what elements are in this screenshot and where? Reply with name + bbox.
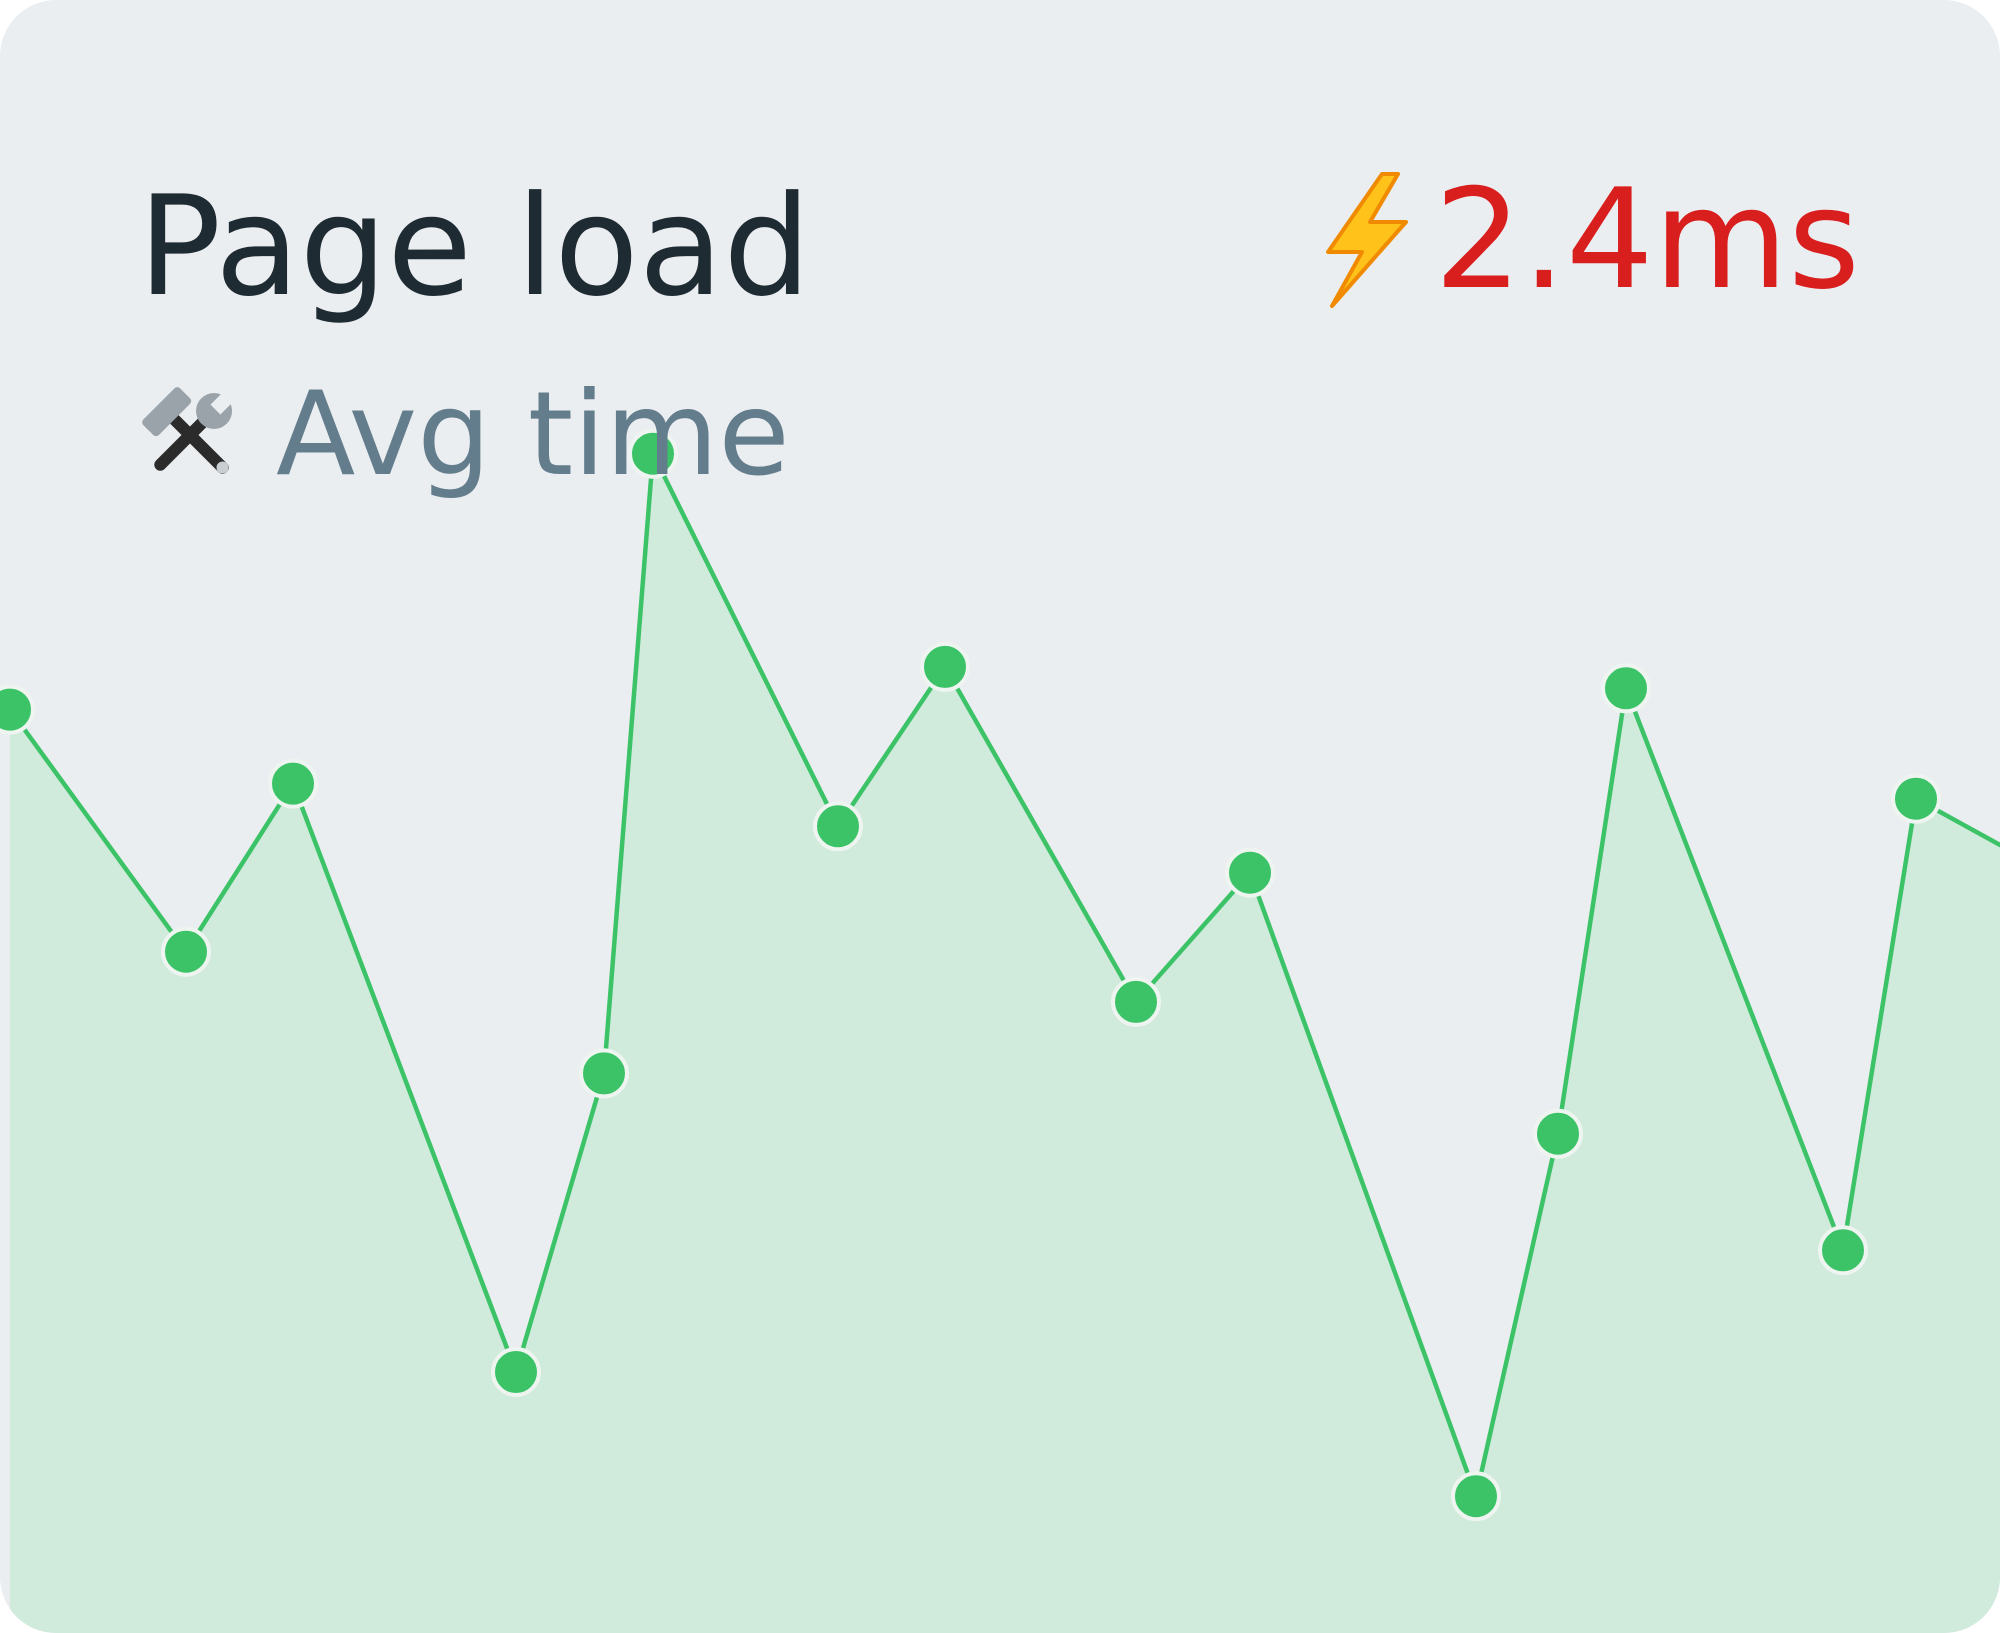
data-point-4: [579, 1048, 629, 1099]
data-point-5: [628, 428, 678, 479]
hammer-and-wrench-icon: [130, 375, 250, 495]
data-point-8: [1111, 976, 1161, 1027]
data-point-0: [0, 684, 35, 735]
page-title: Page load: [138, 166, 811, 327]
metric-value: 2.4ms: [1434, 159, 1860, 320]
data-points: [0, 428, 1941, 1522]
data-point-14: [1891, 773, 1941, 824]
data-point-13: [1818, 1225, 1868, 1276]
lightning-bolt-icon: [1318, 172, 1414, 308]
area-fill: [10, 453, 2000, 1633]
data-point-6: [813, 801, 863, 852]
subtitle-label: Avg time: [276, 367, 790, 502]
data-point-10: [1451, 1471, 1501, 1522]
series-line: [8, 451, 2000, 1499]
data-point-11: [1533, 1108, 1583, 1159]
metric-readout: 2.4ms: [1318, 155, 1860, 325]
data-point-9: [1225, 847, 1275, 898]
data-point-1: [161, 926, 211, 977]
subtitle-row: Avg time: [130, 360, 790, 510]
data-point-2: [268, 758, 318, 809]
data-point-7: [920, 641, 970, 692]
data-point-12: [1601, 663, 1651, 714]
data-point-3: [491, 1347, 541, 1397]
